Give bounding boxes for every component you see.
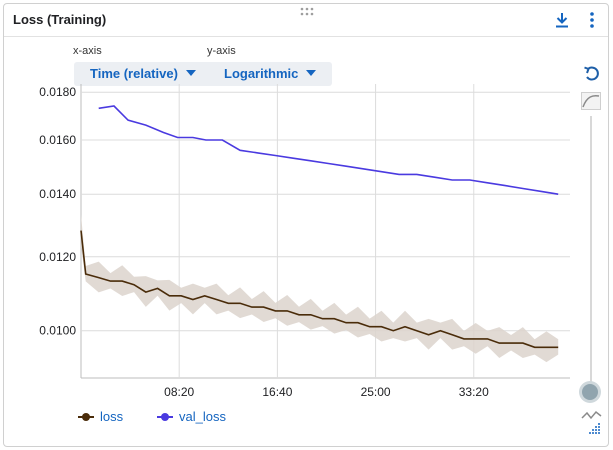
y-tick-label: 0.0160 bbox=[39, 133, 76, 147]
legend-label-loss: loss bbox=[100, 409, 124, 424]
x-tick-label: 25:00 bbox=[361, 385, 391, 399]
x-tick-label: 16:40 bbox=[262, 385, 292, 399]
y-axis-select-value: Logarithmic bbox=[224, 66, 299, 81]
smoothing-slider-track[interactable] bbox=[590, 116, 592, 388]
y-axis-label: y-axis bbox=[207, 45, 236, 57]
y-tick-label: 0.0140 bbox=[39, 187, 76, 201]
chevron-down-icon bbox=[306, 70, 317, 76]
x-axis-select-value: Time (relative) bbox=[90, 66, 178, 81]
y-axis-select[interactable]: Logarithmic bbox=[224, 62, 317, 86]
more-vert-icon[interactable] bbox=[588, 11, 596, 29]
legend-label-val-loss: val_loss bbox=[179, 409, 226, 424]
x-tick-label: 33:20 bbox=[459, 385, 489, 399]
legend-item-val-loss[interactable]: val_loss bbox=[157, 409, 267, 425]
card-title: Loss (Training) bbox=[13, 12, 107, 27]
val-loss-line bbox=[98, 105, 559, 195]
card-header: Loss (Training) bbox=[4, 4, 608, 37]
download-icon[interactable] bbox=[554, 11, 570, 29]
legend-item-loss[interactable]: loss bbox=[78, 409, 138, 425]
y-tick-label: 0.0180 bbox=[39, 85, 76, 99]
loss-raw-band bbox=[81, 214, 559, 363]
chart-card: Loss (Training) x-axis y-axis Time (rela… bbox=[3, 3, 609, 447]
y-tick-label: 0.0120 bbox=[39, 250, 76, 264]
drag-handle-icon[interactable] bbox=[300, 7, 314, 17]
y-tick-label: 0.0100 bbox=[39, 324, 76, 338]
loss-chart[interactable]: 0.0180 0.0160 0.0140 0.0120 0.0100 08:20 16:40… bbox=[4, 4, 609, 447]
reset-zoom-icon[interactable] bbox=[582, 64, 602, 84]
x-axis-select[interactable]: Time (relative) bbox=[90, 62, 196, 86]
axis-controls: Time (relative) Logarithmic bbox=[74, 62, 332, 86]
chevron-down-icon bbox=[185, 70, 196, 76]
scatter-icon[interactable] bbox=[581, 410, 603, 440]
x-tick-label: 08:20 bbox=[164, 385, 194, 399]
legend-swatch-val-loss bbox=[157, 413, 173, 421]
smoothing-slider-handle[interactable] bbox=[582, 384, 598, 400]
smoothing-curve-icon[interactable] bbox=[581, 92, 601, 110]
loss-line bbox=[80, 230, 559, 349]
x-axis-label: x-axis bbox=[73, 45, 102, 57]
legend-swatch-loss bbox=[78, 413, 94, 421]
